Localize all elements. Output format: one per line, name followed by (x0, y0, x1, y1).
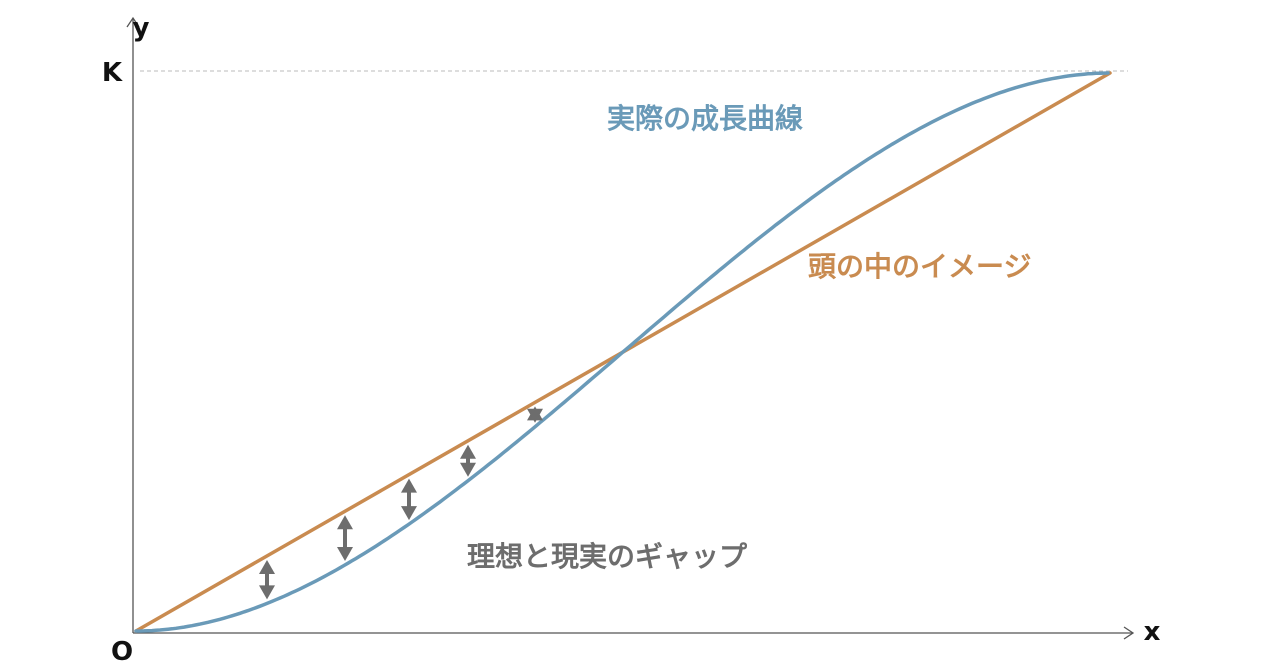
gap-arrow-head-up (460, 444, 476, 459)
gap-arrow (337, 515, 353, 561)
gap-arrow-head-down (401, 506, 417, 521)
gap-arrow (460, 444, 476, 477)
gap-arrow-head-down (259, 585, 275, 600)
x-axis-arrowhead (1123, 626, 1135, 640)
gap-arrow-head-up (401, 478, 417, 493)
gap-label: 理想と現実のギャップ (467, 540, 748, 573)
y-axis-label: y (133, 13, 150, 43)
y-axis-arrowhead (126, 16, 140, 28)
gap-arrow-head-down (460, 462, 476, 477)
actual-curve-label: 実際の成長曲線 (607, 102, 803, 135)
gap-arrows (259, 406, 543, 600)
actual-growth-curve (134, 71, 1110, 633)
x-axis-label: x (1144, 617, 1161, 647)
gap-arrow-head-down (337, 546, 353, 561)
gap-arrow (259, 559, 275, 600)
k-label: K (102, 58, 123, 88)
gap-arrow (401, 478, 417, 521)
origin-label: O (111, 637, 133, 667)
gap-arrow-head-up (259, 559, 275, 574)
imagined-curve-label: 頭の中のイメージ (808, 250, 1031, 283)
gap-arrow (527, 406, 543, 423)
gap-arrow-head-down (527, 408, 543, 423)
gap-arrow-head-up (337, 515, 353, 530)
